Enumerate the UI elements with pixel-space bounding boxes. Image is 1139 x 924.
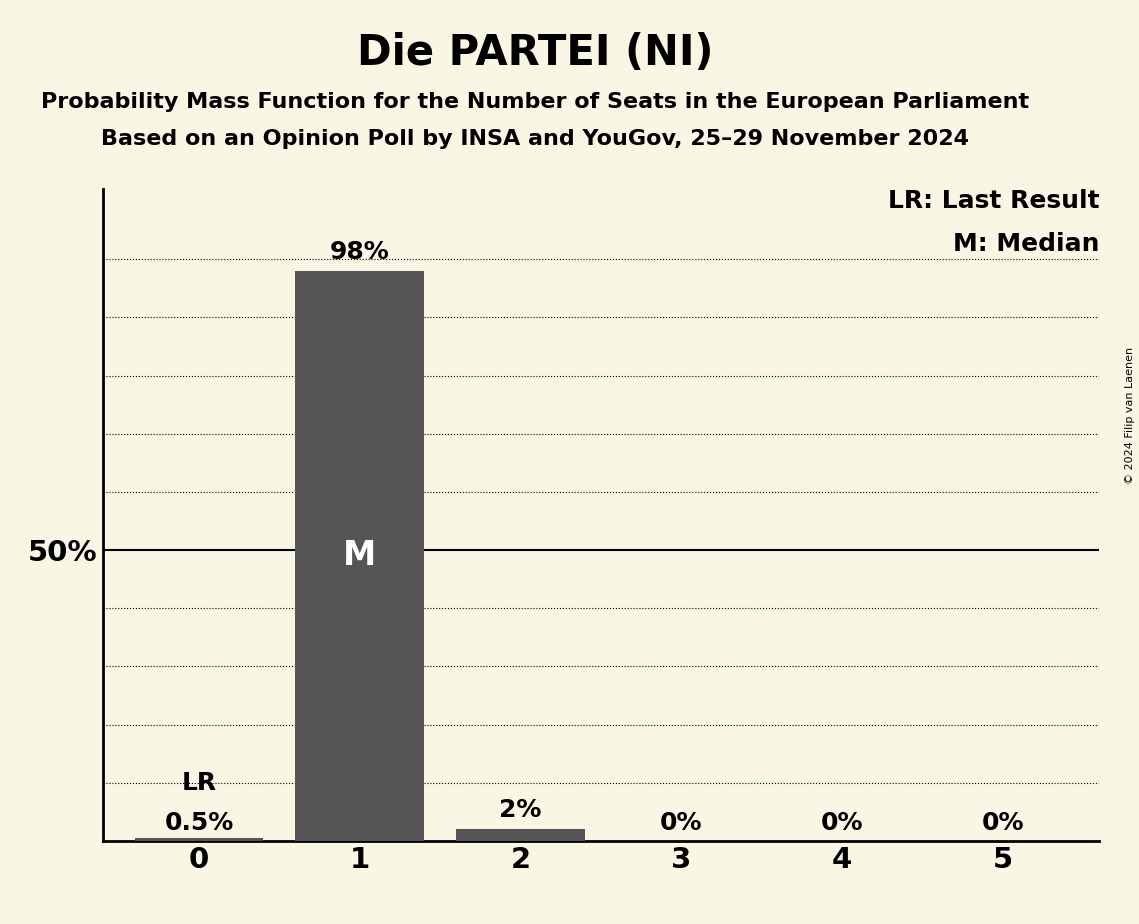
Text: LR: Last Result: LR: Last Result: [887, 189, 1099, 213]
Text: M: Median: M: Median: [952, 232, 1099, 256]
Text: 2%: 2%: [499, 798, 542, 822]
Text: 0.5%: 0.5%: [164, 811, 233, 835]
Text: © 2024 Filip van Laenen: © 2024 Filip van Laenen: [1125, 347, 1134, 484]
Text: 0%: 0%: [659, 811, 703, 835]
Text: Die PARTEI (NI): Die PARTEI (NI): [358, 32, 713, 74]
Text: 0%: 0%: [982, 811, 1024, 835]
Text: 98%: 98%: [330, 240, 390, 264]
Bar: [134, 838, 263, 841]
Text: 0%: 0%: [821, 811, 863, 835]
Text: LR: LR: [181, 771, 216, 795]
Bar: [295, 271, 424, 841]
Text: Based on an Opinion Poll by INSA and YouGov, 25–29 November 2024: Based on an Opinion Poll by INSA and You…: [101, 129, 969, 150]
Bar: [456, 829, 584, 841]
Text: M: M: [343, 540, 376, 572]
Text: Probability Mass Function for the Number of Seats in the European Parliament: Probability Mass Function for the Number…: [41, 92, 1030, 113]
